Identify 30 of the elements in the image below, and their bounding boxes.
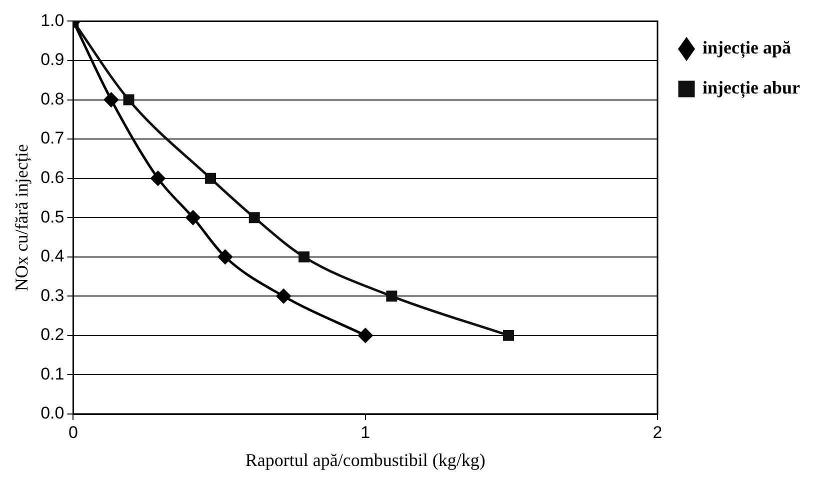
x-tick-label: 2 xyxy=(652,422,662,442)
y-tick-label: 0.1 xyxy=(40,364,64,384)
point xyxy=(218,250,232,264)
point xyxy=(358,328,373,343)
x-axis-title: Raportul apă/combustibil (kg/kg) xyxy=(245,450,486,470)
y-tick-label: 0.6 xyxy=(40,168,64,188)
x-tick-label: 0 xyxy=(68,422,78,442)
y-axis-title: NOx cu/fără injecție xyxy=(12,144,32,292)
point xyxy=(276,288,291,304)
point xyxy=(248,212,260,224)
legend-label: injecție apă xyxy=(702,38,792,59)
y-tick-label: 0.9 xyxy=(40,50,64,70)
point xyxy=(123,94,134,106)
x-tick-label: 1 xyxy=(360,422,370,442)
y-tick-label: 1.0 xyxy=(40,10,64,30)
y-tick-label: 0.7 xyxy=(40,128,64,148)
point xyxy=(205,172,216,184)
point xyxy=(186,210,200,225)
point xyxy=(386,290,398,302)
y-tick-label: 0.8 xyxy=(40,89,64,108)
legend-label: injecție abur xyxy=(702,78,800,99)
point xyxy=(150,171,166,186)
point xyxy=(298,251,310,262)
y-tick-label: 0.5 xyxy=(40,207,64,226)
y-tick-label: 0.0 xyxy=(40,404,64,423)
y-tick-label: 0.2 xyxy=(40,325,64,344)
y-tick-label: 0.4 xyxy=(40,246,64,266)
y-tick-label: 0.3 xyxy=(40,286,64,305)
point xyxy=(104,92,118,108)
point xyxy=(503,330,514,341)
